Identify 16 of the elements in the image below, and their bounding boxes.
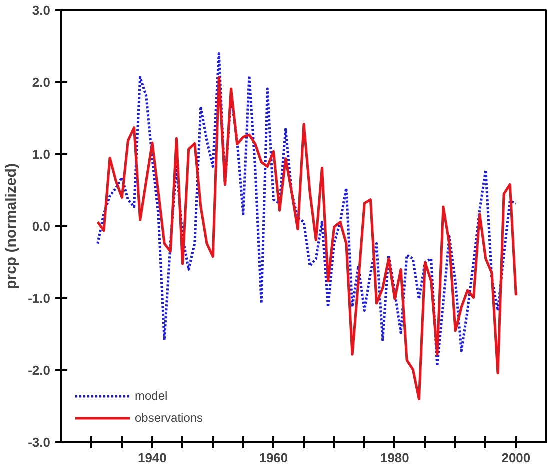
line-series [96, 76, 518, 401]
y-tick-label: -2.0 [28, 363, 51, 378]
x-tick-label: 1980 [380, 450, 410, 465]
x-tick-label: 1960 [259, 450, 288, 465]
y-tick-label: -3.0 [28, 435, 51, 450]
legend-label: observations [135, 411, 204, 425]
y-axis-title: prcp (normalized) [3, 164, 20, 290]
line-series [96, 52, 518, 368]
x-tick-label: 1940 [138, 450, 167, 465]
y-tick-label: 1.0 [32, 147, 51, 162]
y-tick-label: 3.0 [32, 3, 51, 18]
x-tick-label: 2000 [502, 450, 531, 465]
y-tick-label: -1.0 [28, 291, 51, 306]
y-tick-label: 2.0 [32, 75, 51, 90]
y-tick-label: 0.0 [32, 219, 51, 234]
legend-label: model [135, 389, 168, 403]
